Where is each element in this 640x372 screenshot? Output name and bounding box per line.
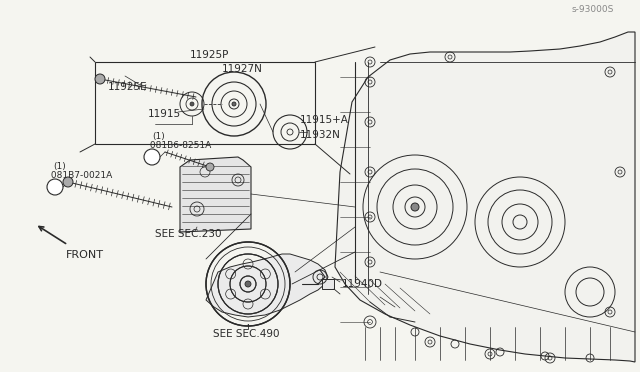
Text: 11915+A: 11915+A bbox=[300, 115, 349, 125]
Circle shape bbox=[144, 149, 160, 165]
Text: B: B bbox=[149, 153, 155, 161]
Bar bbox=[95, 62, 315, 144]
Text: 081B7-0021A: 081B7-0021A bbox=[48, 170, 112, 180]
Text: 11915: 11915 bbox=[148, 109, 181, 119]
Polygon shape bbox=[335, 32, 635, 362]
Circle shape bbox=[232, 102, 236, 106]
Text: 11932N: 11932N bbox=[300, 130, 341, 140]
Circle shape bbox=[190, 102, 194, 106]
Text: FRONT: FRONT bbox=[66, 250, 104, 260]
Text: SEE SEC.490: SEE SEC.490 bbox=[213, 329, 280, 339]
Circle shape bbox=[47, 179, 63, 195]
Bar bbox=[322, 279, 334, 289]
Circle shape bbox=[95, 74, 105, 84]
Text: 081B6-8251A: 081B6-8251A bbox=[147, 141, 211, 150]
Text: (1): (1) bbox=[152, 131, 164, 141]
Text: s-93000S: s-93000S bbox=[572, 6, 614, 15]
Text: 11927N: 11927N bbox=[222, 64, 263, 74]
Circle shape bbox=[411, 203, 419, 211]
Polygon shape bbox=[180, 157, 251, 232]
Polygon shape bbox=[206, 254, 328, 317]
Text: A: A bbox=[52, 183, 58, 192]
Circle shape bbox=[206, 163, 214, 171]
Text: (1): (1) bbox=[53, 161, 66, 170]
Circle shape bbox=[245, 281, 251, 287]
Circle shape bbox=[63, 177, 73, 187]
Text: 11925P: 11925P bbox=[190, 50, 229, 60]
Text: 11925E: 11925E bbox=[108, 82, 148, 92]
Text: 11940D: 11940D bbox=[342, 279, 383, 289]
Text: SEE SEC.230: SEE SEC.230 bbox=[155, 229, 221, 239]
